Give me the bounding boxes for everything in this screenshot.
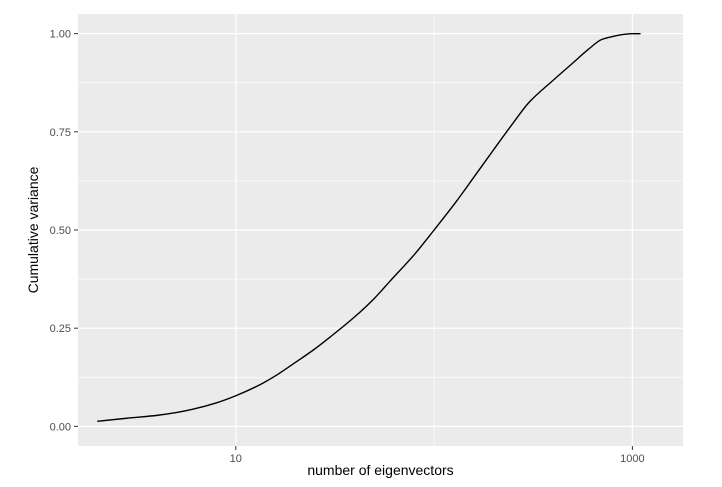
minor-gridlines <box>78 14 683 446</box>
y-tick-label: 0.25 <box>50 323 71 335</box>
major-gridlines <box>78 14 683 446</box>
cumulative-variance-line <box>97 32 641 422</box>
y-axis-title: Cumulative variance <box>25 166 41 293</box>
y-tick-label: 1.00 <box>50 29 71 41</box>
x-axis: 10 1000 <box>230 446 645 465</box>
x-tick-label: 1000 <box>620 453 644 465</box>
x-tick-label: 10 <box>230 453 242 465</box>
y-tick-label: 0.75 <box>50 127 71 139</box>
y-axis: 0.00 0.25 0.50 0.75 1.00 <box>50 29 78 433</box>
y-tick-label: 0.00 <box>50 421 71 433</box>
y-tick-label: 0.50 <box>50 225 71 237</box>
x-axis-title: number of eigenvectors <box>307 462 453 478</box>
